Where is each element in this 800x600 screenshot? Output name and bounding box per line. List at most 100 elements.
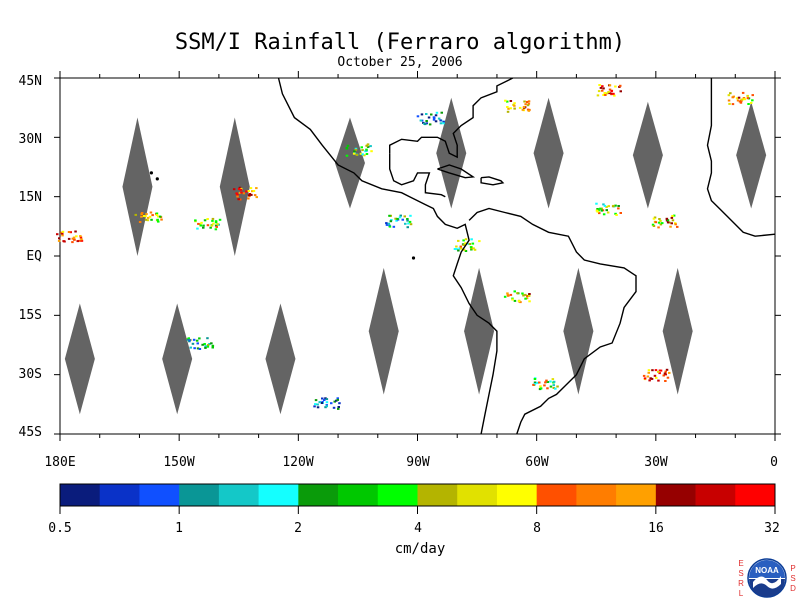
rain-cluster-13-pixel [511,298,514,301]
rain-cluster-3-pixel [74,230,77,233]
rain-cluster-17-pixel [464,242,467,245]
rain-cluster-1-pixel [196,227,199,230]
rain-cluster-16-pixel [388,214,391,217]
rain-cluster-5-pixel [318,401,321,404]
rain-cluster-4-pixel [208,343,211,345]
rain-cluster-10-pixel [617,207,620,210]
rain-cluster-7-pixel [437,117,441,120]
swath-gap-2 [334,117,365,209]
rain-cluster-15-pixel [668,371,671,374]
rain-cluster-11-pixel [653,216,657,219]
rain-cluster-5-pixel [336,398,339,401]
rain-cluster-9-pixel [608,84,612,87]
rain-cluster-2-pixel [239,198,242,201]
swath-gap-0 [122,117,153,256]
coastline-4 [437,164,476,179]
swath-gap-3 [436,97,467,209]
colorbar-swatch-0 [60,484,101,506]
rain-cluster-14-pixel [533,382,537,385]
rain-cluster-9-pixel [602,87,605,90]
rain-cluster-5-pixel [320,402,324,404]
rain-cluster-16-pixel [387,222,390,225]
rain-cluster-12-pixel [740,98,744,101]
rain-cluster-8-pixel [507,107,510,110]
rain-cluster-2-pixel [238,191,242,194]
rain-cluster-1-pixel [206,218,209,220]
rain-cluster-4-pixel [196,347,200,350]
rain-cluster-6-pixel [366,143,370,146]
rain-cluster-6-pixel [352,152,356,155]
rain-cluster-14-pixel [549,385,553,388]
rain-cluster-16-pixel [385,223,389,226]
rain-cluster-14-pixel [551,378,555,381]
rain-cluster-7-pixel [425,113,428,115]
rain-cluster-2-pixel [236,193,239,196]
rain-cluster-5-pixel [332,406,336,409]
rain-cluster-17-pixel [453,248,457,250]
rain-cluster-10-pixel [614,212,617,215]
rain-cluster-5-pixel [325,405,328,408]
rain-cluster-1-pixel [203,219,207,222]
rain-cluster-7-pixel [434,114,438,117]
rain-cluster-0-pixel [134,213,137,216]
rain-cluster-12-pixel [751,99,754,102]
rain-cluster-8-pixel [513,102,516,105]
rain-cluster-12-pixel [728,102,731,105]
rain-cluster-7-pixel [420,113,424,116]
rain-cluster-9-pixel [601,89,604,92]
rain-cluster-11-pixel [659,223,663,226]
rain-cluster-5-pixel [333,400,336,403]
rain-cluster-13-pixel [522,294,525,297]
chart-title: SSM/I Rainfall (Ferraro algorithm) [174,30,626,55]
rain-cluster-5-pixel [321,400,324,403]
rain-cluster-16-pixel [399,214,402,217]
rain-cluster-12-pixel [747,103,750,105]
rain-cluster-2-pixel [237,198,240,201]
rain-cluster-2-pixel [253,194,257,197]
rain-cluster-8-pixel [518,106,522,109]
rain-cluster-11-pixel [652,217,656,220]
rain-cluster-12-pixel [739,101,743,104]
rain-cluster-8-pixel [527,100,531,103]
rain-cluster-10-pixel [597,209,600,212]
rain-cluster-14-pixel [544,381,547,384]
lon-label-0: 0 [770,455,778,470]
rain-cluster-15-pixel [654,369,658,372]
rain-cluster-14-pixel [549,380,552,383]
rain-cluster-7-pixel [428,123,432,126]
rain-cluster-16-pixel [392,225,396,228]
rain-cluster-8-pixel [513,104,516,107]
rain-cluster-5-pixel [314,399,318,402]
rain-cluster-5-pixel [336,397,339,400]
rain-cluster-13-pixel [507,294,510,297]
rain-cluster-11-pixel [659,219,662,222]
rain-cluster-6-pixel [370,150,373,153]
rain-cluster-15-pixel [658,372,661,375]
rain-cluster-13-pixel [513,299,517,302]
rain-cluster-14-pixel [556,385,559,388]
rain-cluster-15-pixel [653,374,657,377]
coastline-1 [468,207,637,435]
rain-cluster-17-pixel [457,239,460,242]
rain-cluster-15-pixel [642,374,646,377]
rain-cluster-14-pixel [543,384,546,387]
colorbar-swatch-17 [735,484,776,506]
rain-cluster-4-pixel [204,345,207,348]
swath-gap-5 [632,101,663,209]
rain-cluster-4-pixel [189,346,192,349]
logo-letter-s: S [738,569,744,578]
rain-cluster-12-pixel [735,97,739,100]
colorbar-swatch-13 [576,484,617,506]
colorbar-swatch-11 [496,484,538,506]
rain-cluster-5-pixel [316,406,320,409]
rain-cluster-1-pixel [200,221,203,224]
rain-cluster-12-pixel [737,96,741,99]
rain-cluster-7-pixel [442,120,445,123]
rain-cluster-1-pixel [209,226,212,229]
rain-cluster-14-pixel [552,384,555,387]
rain-cluster-12-pixel [736,99,740,102]
rain-cluster-5-pixel [338,402,341,405]
rain-cluster-17-pixel [470,247,473,250]
rain-cluster-2-pixel [239,188,243,191]
